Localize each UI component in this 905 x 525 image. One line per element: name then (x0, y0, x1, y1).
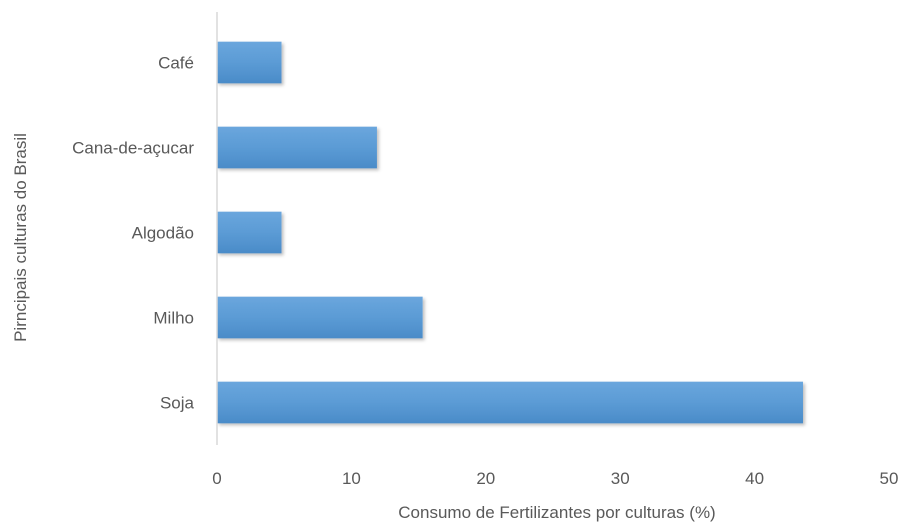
x-tick-label: 40 (745, 469, 764, 488)
bar-milho (217, 296, 423, 339)
x-axis-title: Consumo de Fertilizantes por culturas (%… (398, 503, 715, 522)
x-tick-label: 20 (476, 469, 495, 488)
x-tick-label: 50 (880, 469, 899, 488)
x-tick-label: 0 (212, 469, 221, 488)
category-label: Soja (160, 394, 195, 413)
category-label: Cana-de-açucar (72, 139, 194, 158)
bar-cana-de-acucar (217, 126, 377, 169)
bar-algodao (217, 211, 282, 254)
x-tick-labels: 0 10 20 30 40 50 (212, 469, 898, 488)
x-tick-label: 30 (611, 469, 630, 488)
category-label: Café (158, 54, 194, 73)
bars-group (217, 41, 803, 424)
category-labels: Café Cana-de-açucar Algodão Milho Soja (72, 54, 194, 413)
y-axis-title: Pirncipais culturas do Brasil (11, 133, 30, 342)
x-tick-label: 10 (342, 469, 361, 488)
bar-cafe (217, 41, 282, 84)
bar-soja (217, 381, 803, 424)
category-label: Algodão (132, 224, 194, 243)
category-label: Milho (153, 309, 194, 328)
